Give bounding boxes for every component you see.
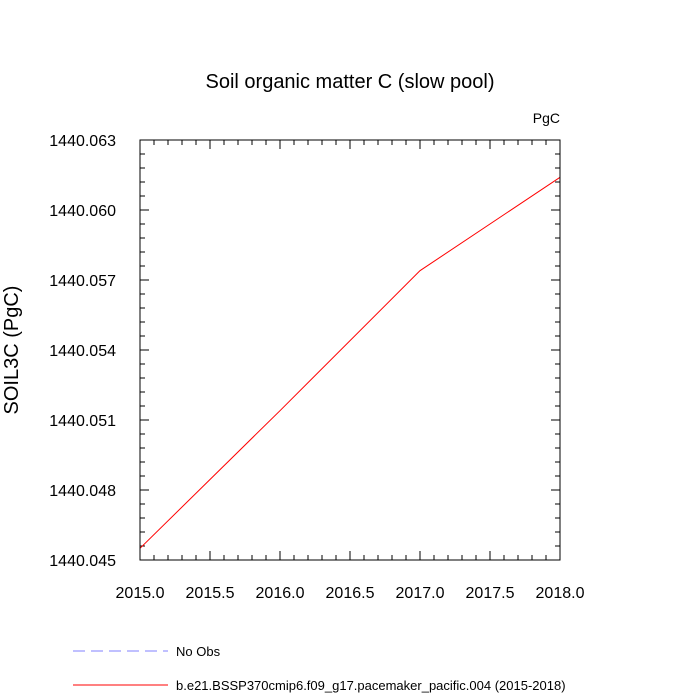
y-tick-label: 1440.060 — [49, 203, 116, 220]
tick-labels: 2015.0 2015.5 2016.0 2016.5 2017.0 2017.5 2018… — [49, 133, 584, 602]
axis-ticks — [139, 139, 561, 561]
series-line — [139, 176, 561, 549]
x-tick-label: 2016.0 — [256, 585, 305, 602]
x-tick-label: 2017.5 — [466, 585, 515, 602]
x-tick-label: 2017.0 — [396, 585, 445, 602]
y-tick-label: 1440.063 — [49, 133, 116, 150]
units-label: PgC — [533, 110, 560, 126]
y-axis-label: SOIL3C (PgC) — [1, 286, 23, 415]
legend-label: No Obs — [176, 644, 221, 659]
x-tick-label: 2018.0 — [536, 585, 585, 602]
chart-title: Soil organic matter C (slow pool) — [206, 71, 495, 93]
y-tick-label: 1440.045 — [49, 553, 116, 570]
legend-label: b.e21.BSSP370cmip6.f09_g17.pacemaker_pac… — [176, 678, 566, 693]
y-tick-label: 1440.051 — [49, 413, 116, 430]
y-tick-label: 1440.057 — [49, 273, 116, 290]
y-tick-label: 1440.048 — [49, 483, 116, 500]
x-tick-label: 2015.0 — [116, 585, 165, 602]
x-tick-label: 2016.5 — [326, 585, 375, 602]
legend: No Obs b.e21.BSSP370cmip6.f09_g17.pacemak… — [73, 644, 566, 693]
plot-series — [139, 176, 561, 549]
y-tick-label: 1440.054 — [49, 343, 116, 360]
plot-frame — [139, 139, 561, 561]
x-tick-label: 2015.5 — [186, 585, 235, 602]
